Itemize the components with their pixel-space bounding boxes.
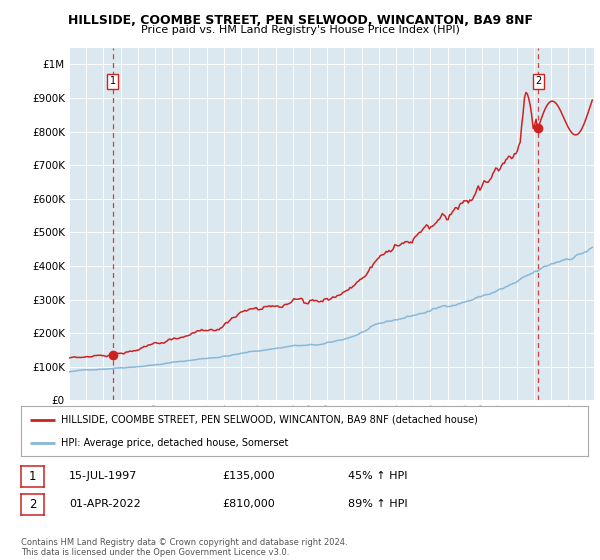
Text: Price paid vs. HM Land Registry's House Price Index (HPI): Price paid vs. HM Land Registry's House … (140, 25, 460, 35)
Text: HILLSIDE, COOMBE STREET, PEN SELWOOD, WINCANTON, BA9 8NF: HILLSIDE, COOMBE STREET, PEN SELWOOD, WI… (67, 14, 533, 27)
Text: Contains HM Land Registry data © Crown copyright and database right 2024.
This d: Contains HM Land Registry data © Crown c… (21, 538, 347, 557)
Text: 2: 2 (535, 76, 541, 86)
Text: £135,000: £135,000 (222, 471, 275, 481)
Text: 2: 2 (29, 498, 36, 511)
Text: 01-APR-2022: 01-APR-2022 (69, 499, 141, 509)
Text: HPI: Average price, detached house, Somerset: HPI: Average price, detached house, Some… (61, 438, 288, 448)
Text: 89% ↑ HPI: 89% ↑ HPI (348, 499, 407, 509)
Text: 1: 1 (29, 470, 36, 483)
Text: £810,000: £810,000 (222, 499, 275, 509)
Text: 45% ↑ HPI: 45% ↑ HPI (348, 471, 407, 481)
Text: 1: 1 (110, 76, 116, 86)
Text: 15-JUL-1997: 15-JUL-1997 (69, 471, 137, 481)
Text: HILLSIDE, COOMBE STREET, PEN SELWOOD, WINCANTON, BA9 8NF (detached house): HILLSIDE, COOMBE STREET, PEN SELWOOD, WI… (61, 414, 478, 424)
